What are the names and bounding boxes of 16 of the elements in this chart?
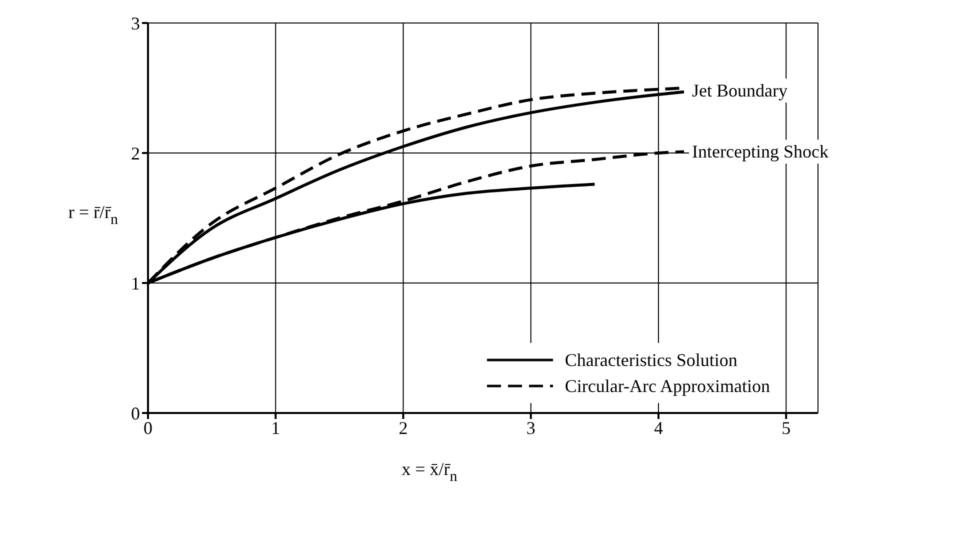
annotation: Intercepting Shock xyxy=(692,142,828,162)
y-tick-label: 1 xyxy=(131,273,140,294)
y-axis-title: r = r̄/r̄$_{n}$ xyxy=(68,202,118,228)
x-axis-title: x = x̄/r̄$_{n}$ xyxy=(402,459,458,485)
y-tick-label: 3 xyxy=(131,13,140,34)
legend-label: Characteristics Solution xyxy=(564,349,738,372)
y-tick-label: 2 xyxy=(131,143,140,164)
legend-label: Circular-Arc Approximation xyxy=(564,375,770,398)
x-tick-label: 2 xyxy=(398,418,408,438)
x-tick-label: 1 xyxy=(271,418,280,438)
annotation: Jet Boundary xyxy=(692,80,788,101)
x-tick-label: 4 xyxy=(654,418,663,438)
x-tick-label: 3 xyxy=(526,418,536,438)
x-tick-label: 0 xyxy=(144,418,152,438)
y-tick-label: 0 xyxy=(131,403,140,424)
x-tick-label: 5 xyxy=(782,418,791,438)
